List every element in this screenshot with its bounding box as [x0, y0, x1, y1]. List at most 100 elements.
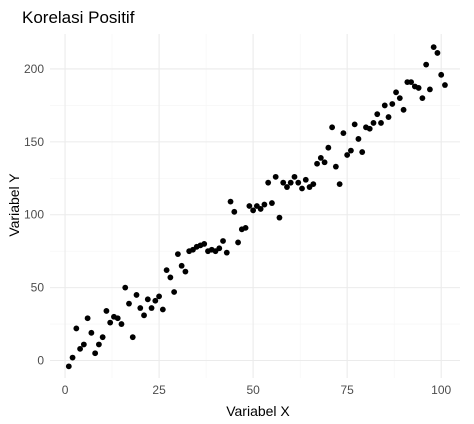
data-point: [137, 305, 144, 311]
chart-title: Korelasi Positif: [22, 8, 135, 27]
data-point: [84, 315, 91, 322]
data-point: [95, 341, 102, 348]
data-point: [393, 89, 399, 96]
data-point: [122, 284, 129, 291]
data-point: [284, 184, 290, 190]
data-point: [381, 102, 388, 109]
data-point: [107, 319, 114, 326]
data-point: [314, 160, 320, 167]
data-point: [220, 238, 226, 244]
data-point: [423, 61, 430, 68]
data-point: [385, 114, 392, 120]
data-point: [366, 125, 373, 132]
data-point: [227, 198, 234, 205]
y-tick-label: 0: [37, 354, 44, 368]
x-tick-label: 100: [431, 383, 451, 397]
data-point: [438, 71, 445, 78]
data-point: [92, 350, 99, 357]
data-point: [434, 50, 441, 56]
data-point: [216, 245, 223, 252]
data-point: [159, 306, 166, 313]
data-point: [344, 152, 351, 158]
data-point: [280, 179, 287, 186]
data-point: [336, 181, 343, 188]
data-point: [317, 154, 324, 161]
data-point: [174, 251, 181, 258]
data-point: [400, 106, 407, 113]
data-point: [223, 249, 230, 256]
data-point: [77, 345, 83, 352]
data-point: [430, 44, 437, 51]
data-point: [141, 312, 147, 319]
data-point: [389, 101, 396, 107]
y-axis-title: Variabel Y: [6, 173, 22, 237]
data-point: [126, 300, 132, 307]
data-point: [272, 173, 279, 180]
data-point: [133, 292, 140, 298]
major-gridlines: [50, 34, 460, 378]
data-point: [269, 200, 275, 206]
data-point: [129, 334, 136, 341]
data-point: [442, 82, 448, 88]
data-point: [321, 159, 328, 166]
data-point: [408, 79, 415, 86]
data-point: [276, 214, 283, 221]
data-point: [88, 329, 95, 336]
data-point: [359, 149, 366, 155]
data-point: [396, 95, 403, 102]
data-point: [250, 207, 257, 214]
data-point: [201, 240, 208, 247]
data-point: [302, 176, 309, 183]
data-point: [329, 124, 336, 131]
data-point: [299, 185, 305, 192]
data-point: [152, 297, 159, 304]
data-point: [65, 363, 72, 370]
y-tick-label: 100: [24, 208, 44, 222]
data-point: [182, 268, 189, 275]
x-axis-ticks: 0 25 50 75 100: [62, 383, 452, 397]
data-point: [148, 305, 155, 311]
data-point: [257, 206, 264, 212]
data-point: [167, 274, 174, 281]
data-point: [144, 296, 151, 303]
y-tick-label: 200: [24, 62, 44, 76]
data-point: [348, 147, 354, 154]
plot-area: [50, 34, 460, 378]
y-tick-label: 50: [31, 281, 45, 295]
y-axis-ticks: 0 50 100 150 200: [24, 62, 44, 368]
data-point: [80, 341, 87, 348]
data-points: [65, 44, 448, 370]
data-point: [325, 144, 332, 151]
data-point: [265, 179, 272, 186]
data-point: [261, 201, 268, 208]
data-point: [291, 173, 298, 180]
data-point: [156, 293, 162, 300]
data-point: [99, 334, 106, 341]
data-point: [427, 86, 433, 93]
data-point: [295, 179, 302, 186]
data-point: [355, 136, 362, 142]
data-point: [171, 289, 178, 295]
data-point: [118, 321, 125, 327]
data-point: [287, 179, 294, 186]
data-point: [73, 325, 80, 332]
data-point: [351, 121, 358, 128]
data-point: [378, 120, 384, 126]
x-tick-label: 75: [340, 383, 354, 397]
data-point: [332, 163, 339, 170]
data-point: [246, 203, 253, 209]
data-point: [310, 181, 317, 188]
data-point: [178, 262, 185, 269]
x-tick-label: 25: [152, 383, 166, 397]
data-point: [374, 111, 381, 118]
x-tick-label: 50: [246, 383, 260, 397]
data-point: [114, 315, 121, 322]
data-point: [340, 130, 347, 137]
data-point: [163, 267, 170, 274]
data-point: [242, 224, 249, 231]
data-point: [370, 120, 377, 126]
data-point: [231, 208, 238, 215]
data-point: [69, 354, 76, 361]
y-tick-label: 150: [24, 135, 44, 149]
